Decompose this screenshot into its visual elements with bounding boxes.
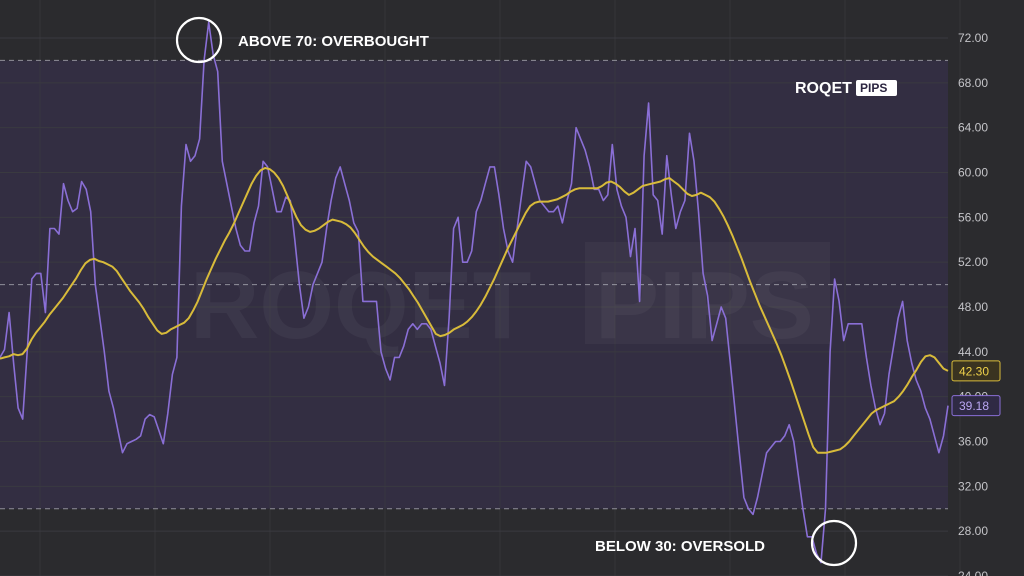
last-value-badges: 42.30 39.18 (951, 360, 1001, 417)
ma-last-value-badge-text: 42.30 (959, 364, 989, 378)
watermark-pips: PIPS (595, 252, 814, 359)
y-tick-label: 72.00 (958, 31, 988, 45)
rsi-last-value-badge: 39.18 (951, 395, 1001, 417)
y-tick-label: 28.00 (958, 524, 988, 538)
rsi-series-line (0, 21, 949, 564)
rsi-last-value-badge-text: 39.18 (959, 399, 989, 413)
logo-main: ROQET (795, 80, 852, 97)
ma-last-value-badge: 42.30 (951, 360, 1001, 382)
ma-last-value-badge-box (951, 360, 1001, 382)
overbought-highlight-circle (175, 16, 223, 64)
oversold-annotation: BELOW 30: OVERSOLD (595, 538, 765, 555)
overbought-annotation: ABOVE 70: OVERBOUGHT (238, 33, 429, 50)
y-tick-label: 36.00 (958, 435, 988, 449)
logo-pips-box (856, 80, 897, 96)
y-tick-label: 64.00 (958, 121, 988, 135)
rsi-moving-average-line (0, 167, 949, 454)
logo-pips: PIPS (860, 81, 887, 95)
y-tick-label: 44.00 (958, 345, 988, 359)
y-axis: 24.0028.0032.0036.0040.0044.0048.0052.00… (958, 31, 988, 576)
y-tick-label: 60.00 (958, 166, 988, 180)
oversold-highlight-circle (810, 519, 858, 567)
watermark: ROQET PIPS (190, 252, 814, 359)
grid-lines (0, 0, 961, 576)
y-tick-label: 24.00 (958, 569, 988, 576)
y-tick-label: 48.00 (958, 300, 988, 314)
logo: ROQET PIPS (795, 80, 897, 97)
y-tick-label: 56.00 (958, 210, 988, 224)
y-tick-label: 32.00 (958, 479, 988, 493)
series-group (0, 21, 949, 564)
neutral-zone-band (0, 60, 948, 509)
rsi-last-value-badge-box (951, 395, 1001, 417)
y-tick-label: 52.00 (958, 255, 988, 269)
y-tick-label: 68.00 (958, 76, 988, 90)
